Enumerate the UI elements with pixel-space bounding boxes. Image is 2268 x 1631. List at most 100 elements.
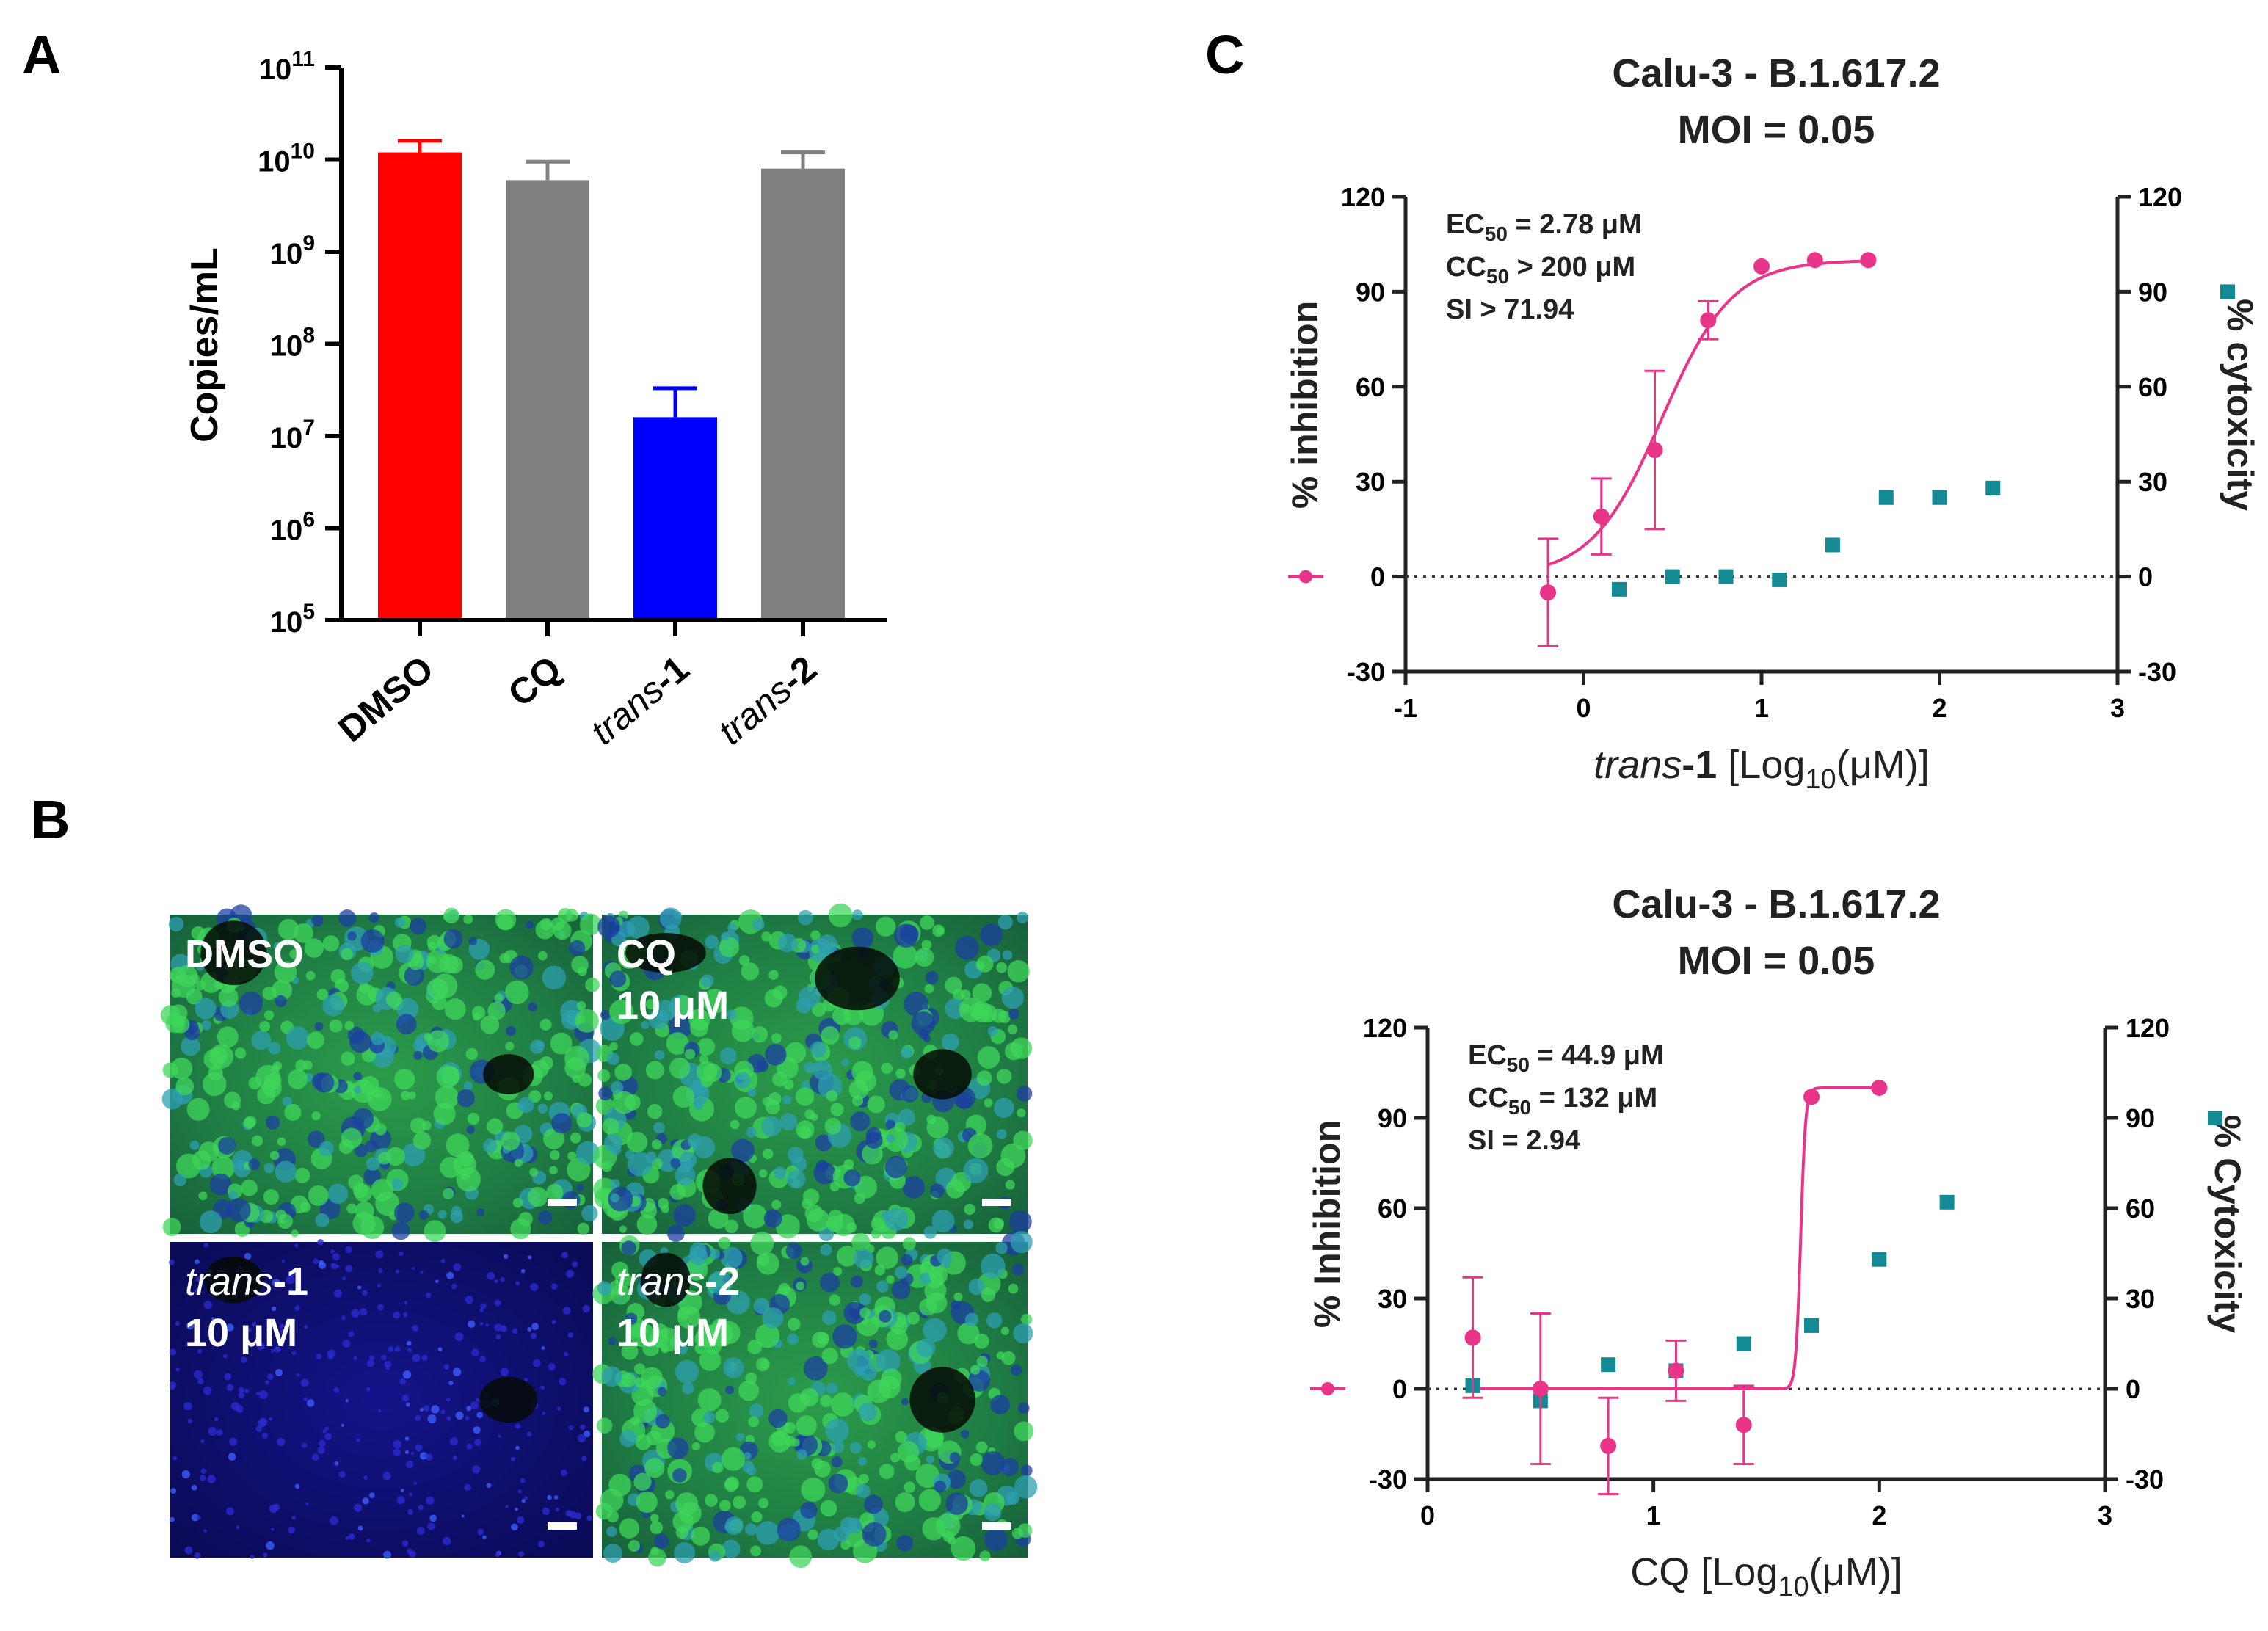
cell-dot — [731, 1138, 755, 1163]
cell-dot — [388, 1346, 394, 1353]
cell-dot — [226, 1198, 251, 1222]
cell-dot — [586, 1515, 592, 1522]
inhibition-point — [1803, 1089, 1820, 1105]
cell-dot — [833, 1267, 843, 1276]
cell-dot — [746, 1127, 757, 1138]
cell-dot — [831, 1456, 843, 1468]
cell-dot — [198, 1191, 208, 1201]
cell-dot — [976, 955, 994, 973]
tick-base: 10 — [270, 606, 303, 639]
cell-dot — [628, 1152, 653, 1177]
micrograph-label: trans-2 — [617, 1260, 740, 1304]
cell-dot — [610, 1193, 620, 1203]
cell-dot — [765, 1044, 787, 1066]
cell-dot — [229, 1437, 238, 1446]
cell-dot — [479, 1308, 484, 1312]
cell-dot — [911, 1011, 935, 1036]
cell-dot — [217, 1026, 239, 1048]
cell-dot — [184, 1546, 193, 1555]
cell-dot — [354, 1144, 368, 1158]
tick-exponent: 7 — [302, 415, 315, 440]
cell-dot — [401, 1394, 410, 1401]
cell-dot — [967, 1133, 993, 1158]
cell-dot — [821, 1025, 840, 1045]
legend-marker-cytotoxicity — [2208, 1111, 2222, 1125]
cell-dot — [259, 1417, 268, 1426]
cell-dot — [441, 1066, 460, 1085]
cell-dot — [833, 1525, 850, 1542]
cell-dot — [244, 1388, 250, 1394]
cell-dot — [902, 1176, 926, 1199]
cell-dot — [427, 1522, 435, 1530]
cell-dot — [531, 1323, 539, 1331]
cell-dot — [264, 1010, 275, 1020]
cell-dot — [455, 1411, 464, 1420]
cell-dot — [378, 1152, 391, 1165]
annotation: EC50 = 2.78 μM — [1446, 209, 1642, 245]
inhibition-point — [1860, 252, 1877, 269]
cell-dot — [763, 1209, 782, 1228]
cell-dot — [316, 989, 329, 1000]
cell-dot — [348, 1533, 355, 1540]
cell-dot — [1001, 1351, 1016, 1365]
cell-dot — [317, 1238, 324, 1246]
cell-dot — [826, 1090, 838, 1102]
cell-dot — [407, 1348, 412, 1353]
cell-dot — [516, 1516, 525, 1524]
inhibition-point — [1593, 508, 1610, 525]
cell-dot — [843, 1169, 861, 1187]
cell-dot — [595, 1503, 613, 1520]
cell-dot — [528, 1002, 537, 1012]
cell-dot — [621, 1343, 639, 1360]
cell-dot — [366, 1538, 371, 1543]
cell-dot — [934, 1480, 947, 1493]
cell-dot — [324, 1426, 330, 1431]
cell-dot — [757, 1060, 769, 1072]
cell-dot — [294, 1167, 310, 1183]
cell-dot — [633, 1472, 652, 1491]
cell-dot — [581, 1456, 587, 1461]
cell-dot — [1000, 1458, 1019, 1476]
annotation-text: EC — [1468, 1040, 1507, 1071]
cell-dot — [454, 1332, 464, 1341]
cell-dot — [542, 965, 567, 990]
cell-dot — [162, 1218, 181, 1237]
cell-dot — [583, 1406, 589, 1413]
xlabel-unit: [Log — [1717, 743, 1805, 787]
cell-dot — [304, 1325, 308, 1329]
cell-dot — [848, 1036, 862, 1050]
cell-dot — [366, 1157, 380, 1171]
cell-dot — [433, 1103, 456, 1125]
cell-dot — [788, 1147, 804, 1163]
micrograph-label: trans-1 — [185, 1260, 308, 1304]
cell-dot — [585, 977, 600, 992]
cell-dot — [828, 1473, 848, 1494]
cell-dot — [353, 1356, 357, 1360]
cell-dot — [515, 1281, 520, 1286]
cell-dot — [369, 1355, 375, 1361]
y-tick-label-left: 30 — [1356, 467, 1385, 497]
cell-dot — [413, 1050, 423, 1060]
scale-bar — [548, 1199, 577, 1206]
cell-dot — [238, 1387, 244, 1393]
cell-dot — [820, 1243, 832, 1256]
cell-dot — [308, 1130, 325, 1148]
cell-dot — [800, 1501, 818, 1519]
cell-dot — [785, 1242, 802, 1259]
cell-dot — [821, 1348, 838, 1365]
cell-dot — [195, 1276, 202, 1282]
cell-dot — [990, 1395, 1010, 1414]
cell-dot — [822, 1310, 837, 1326]
cell-dot — [744, 1523, 757, 1536]
cell-dot — [804, 1356, 828, 1381]
x-tick-label: 2 — [1932, 693, 1947, 723]
cell-dot — [181, 1036, 200, 1056]
label-suffix: -2 — [705, 1260, 740, 1304]
cell-dot — [240, 1356, 247, 1364]
cell-dot — [987, 1026, 998, 1036]
cell-dot — [782, 1095, 792, 1105]
cell-dot — [975, 1441, 988, 1453]
cell-dot — [549, 1166, 558, 1175]
cell-dot — [606, 1053, 619, 1065]
